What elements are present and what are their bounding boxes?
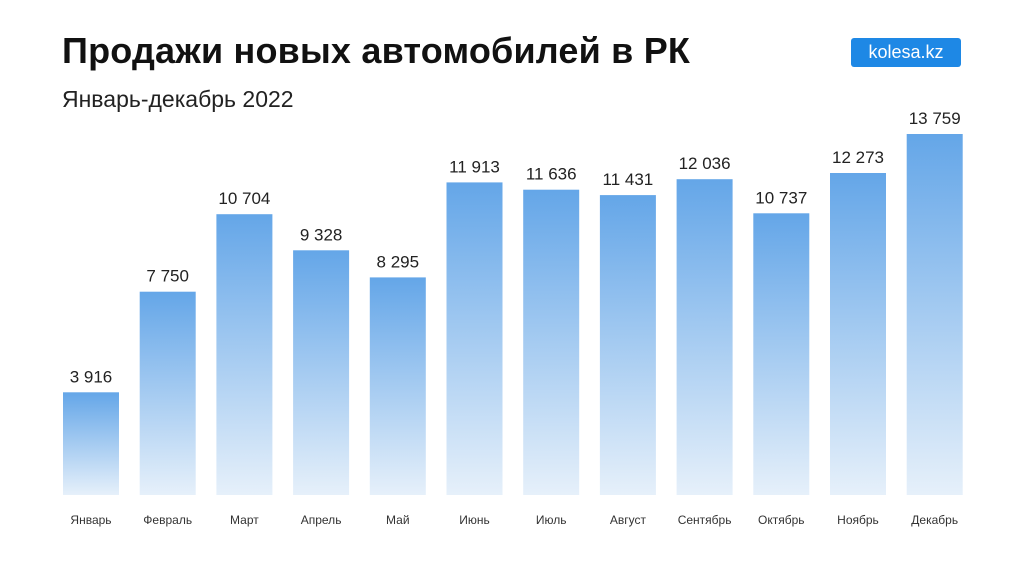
chart-subtitle: Январь-декабрь 2022 [62, 86, 294, 112]
category-label-4: Апрель [301, 513, 342, 527]
category-label-10: Октябрь [758, 513, 805, 527]
value-label-2: 7 750 [146, 267, 189, 286]
category-label-11: Ноябрь [837, 513, 879, 527]
bars-group [63, 134, 963, 496]
bar-7 [523, 189, 580, 495]
category-label-1: Январь [70, 513, 111, 527]
category-label-5: Май [386, 513, 410, 527]
bar-3 [216, 214, 273, 495]
value-label-6: 11 913 [449, 157, 500, 176]
category-label-3: Март [230, 513, 259, 527]
value-label-11: 12 273 [832, 148, 884, 167]
category-label-9: Сентябрь [678, 513, 732, 527]
value-label-9: 12 036 [679, 154, 731, 173]
category-label-7: Июль [536, 513, 567, 527]
bar-1 [63, 392, 119, 495]
kolesa-logo[interactable]: kolesa.kz [851, 38, 961, 67]
value-label-5: 8 295 [377, 252, 420, 271]
value-labels-group: 3 916 7 750 10 704 9 328 8 295 11 913 11 636 11… [70, 109, 961, 386]
category-label-8: Август [610, 513, 647, 527]
value-label-4: 9 328 [300, 225, 343, 244]
bar-4 [293, 250, 350, 495]
bar-11 [830, 173, 886, 495]
category-label-2: Февраль [143, 513, 192, 527]
value-label-8: 11 431 [603, 170, 654, 189]
value-label-12: 13 759 [909, 109, 961, 128]
bar-12 [906, 134, 963, 495]
category-labels-group: Январь Февраль Март Апрель Май Июнь Июль Август… [70, 513, 958, 527]
bar-8 [599, 195, 656, 495]
bar-5 [369, 277, 426, 495]
value-label-3: 10 704 [218, 189, 270, 208]
bar-6 [446, 182, 503, 495]
value-label-7: 11 636 [526, 165, 577, 184]
value-label-10: 10 737 [755, 188, 807, 207]
chart-title: Продажи новых автомобилей в РК [62, 30, 691, 71]
value-label-1: 3 916 [70, 367, 113, 386]
bar-10 [753, 213, 810, 496]
bar-9 [676, 179, 733, 495]
bar-2 [139, 291, 196, 495]
category-label-6: Июнь [459, 513, 490, 527]
category-label-12: Декабрь [911, 513, 958, 527]
